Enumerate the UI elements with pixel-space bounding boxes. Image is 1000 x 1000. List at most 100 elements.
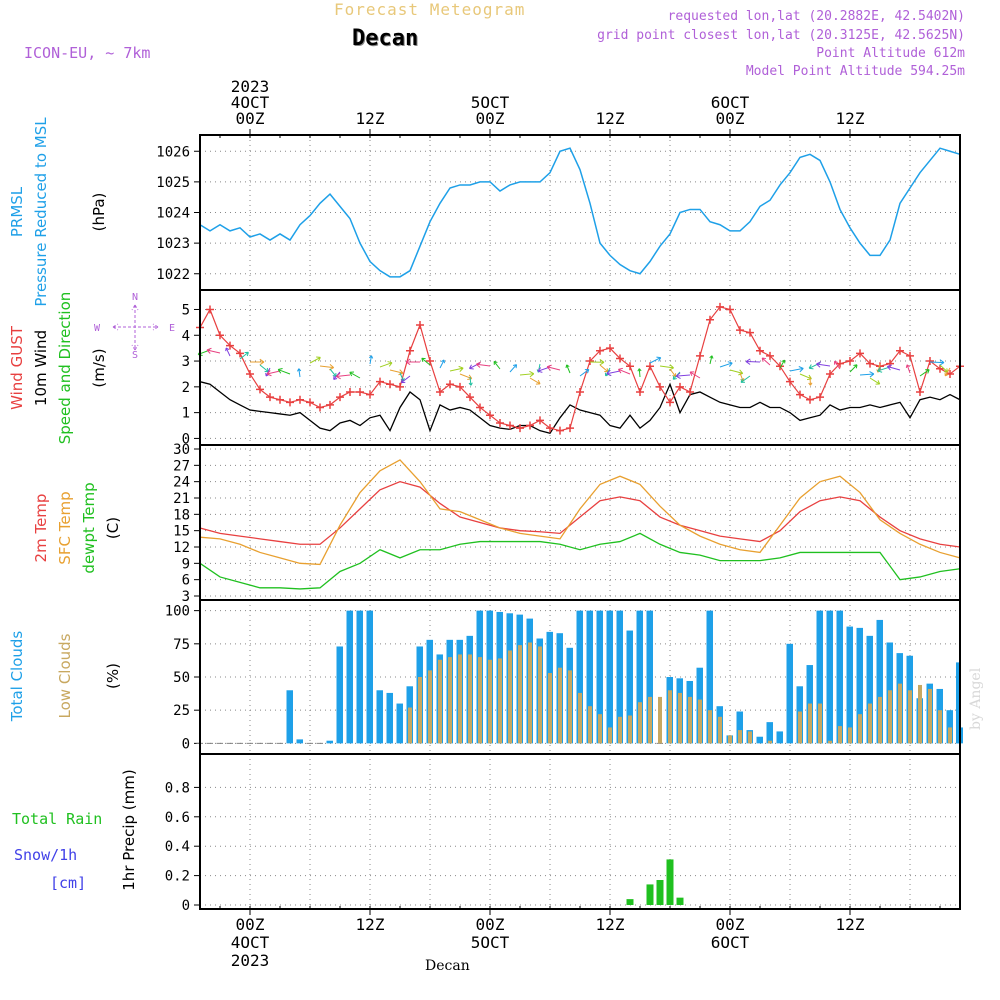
gust-marker [676,382,684,391]
low-cloud-bar [588,706,592,744]
gust-marker [206,305,214,314]
gust-marker [756,346,764,355]
low-cloud-bar [888,690,892,744]
gust-marker [506,421,514,430]
y-tick-label: 5 [182,302,190,318]
low-cloud-bar [768,740,772,744]
total-cloud-bar [606,610,613,744]
wind-arrow [400,375,411,384]
top-time-label: 00Z [476,109,505,128]
wind-arrow [789,366,804,373]
y-tick-label: 9 [182,556,190,572]
gust-marker [526,421,534,430]
wind-arrow [834,360,841,370]
wind-arrow [709,355,714,365]
total-cloud-bar [846,626,853,744]
precip-unit: 1hr Precip (mm) [120,769,138,890]
low-cloud-bar [808,703,812,744]
pressure-unit: (hPa) [90,193,108,232]
total-cloud-bar [376,690,383,744]
gust-marker [876,362,884,371]
gridpoint-coordinates: grid point closest lon,lat (20.3125E, 42… [597,28,965,43]
low-cloud-bar [548,673,552,744]
bottom-time-label: 00Z [476,915,505,934]
total-cloud-bar [626,630,633,744]
wind-arrow [297,368,302,378]
gust-marker [856,349,864,358]
low-cloud-bar [918,684,922,744]
y-tick-label: 0.4 [165,839,190,855]
wind-arrow [869,377,881,385]
wind-arrow [493,360,501,370]
gust-marker [446,380,454,389]
total-cloud-bar [956,662,960,744]
gust-marker [436,388,444,396]
wind-arrow [944,367,951,377]
total-clouds-label: Total Clouds [8,631,26,723]
y-tick-label: 0.6 [165,810,190,826]
wind-arrow [740,375,751,383]
y-tick-label: 4 [182,328,190,344]
total-cloud-bar [706,610,713,744]
low-cloud-bar [438,659,442,744]
gust-marker [496,418,504,427]
gust-marker [646,362,654,371]
wind-arrow [905,364,911,374]
rain-bar [656,880,664,905]
wind-gust-line [199,306,961,432]
low-cloud-bar [878,696,882,744]
wind-arrow [546,364,561,371]
wind-arrow [816,361,831,368]
gust-marker [796,390,804,399]
y-tick-label: 1024 [156,206,190,222]
low-cloud-bar [528,642,532,744]
wind-arrow [565,364,571,374]
gust-marker [946,369,954,378]
total-cloud-bar [756,736,763,744]
bottom-time-label: 12Z [836,915,865,934]
gust-marker [906,351,914,360]
total-cloud-bar [776,731,783,744]
total-cloud-bar [836,610,843,744]
y-tick-label: 1025 [156,175,190,191]
panel-frame [199,444,961,601]
gust-marker [666,398,674,407]
wind-arrow [250,358,265,366]
wind-speed-line [199,381,961,435]
wind-label: 10m Wind [32,330,50,406]
low-cloud-bar [488,659,492,744]
low-cloud-bar [898,683,902,744]
gust-marker [286,398,294,407]
gust-marker [536,416,544,425]
gust-marker [916,388,924,396]
top-time-label: 12Z [596,109,625,128]
compass-west: W [94,323,101,334]
gust-marker [246,369,254,378]
low-cloud-bar [478,657,482,744]
location-title: Decan [352,26,419,51]
wind-arrow [379,361,393,368]
temp-2m-line [199,480,961,548]
low-cloud-bar [648,696,652,744]
gust-marker [336,393,344,402]
gust-marker [296,395,304,404]
model-label: ICON-EU, ~ 7km [24,44,151,62]
low-cloud-bar [738,730,742,744]
bottom-time-label: 12Z [596,915,625,934]
wind-arrow [468,376,473,386]
low-cloud-bar [618,716,622,744]
gust-marker [376,377,384,386]
total-cloud-bar [946,710,953,744]
gust-marker [426,357,434,366]
y-tick-label: 25 [173,703,190,719]
low-cloud-bar [558,667,562,744]
total-cloud-bar [866,635,873,744]
gust-marker [776,362,784,371]
top-time-label: 5OCT [471,93,510,112]
total-cloud-bar [326,740,333,744]
gust-marker [606,344,614,353]
y-tick-label: 1023 [156,236,190,252]
wind-arrow [659,364,674,371]
gust-marker [786,377,794,386]
low-cloud-bar [858,714,862,744]
